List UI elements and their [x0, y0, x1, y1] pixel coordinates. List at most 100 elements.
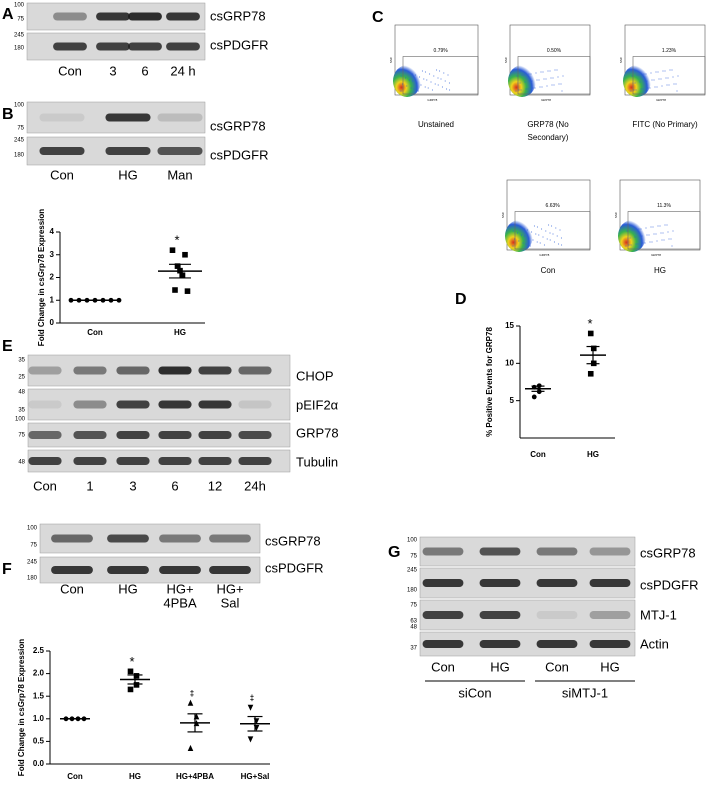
lane-label: Con — [431, 659, 455, 674]
flow-dot — [636, 74, 638, 76]
flow-events — [623, 65, 651, 97]
y-tick-label: 2.5 — [33, 646, 45, 655]
flow-dot — [407, 71, 409, 73]
flow-gate — [517, 56, 591, 95]
panel-label: E — [2, 338, 13, 355]
blot-band — [238, 366, 272, 375]
flow-y-label: SSC — [504, 56, 508, 63]
blot-band — [479, 547, 521, 556]
flow-dot — [666, 224, 668, 226]
blot-row-label: MTJ-1 — [640, 607, 677, 622]
flow-dot — [528, 237, 530, 239]
y-tick-label: 1.5 — [33, 691, 45, 700]
flow-dot — [441, 86, 443, 88]
flow-dot — [532, 87, 534, 89]
flow-dot — [672, 76, 674, 78]
flow-dot — [553, 241, 555, 243]
flow-dot — [424, 71, 426, 73]
lane-label: 12 — [208, 478, 222, 493]
lane-label: 6 — [171, 478, 178, 493]
flow-dot — [675, 83, 677, 85]
flow-dot — [641, 235, 643, 237]
flow-dot — [530, 73, 532, 75]
blot-row-label: CHOP — [296, 368, 334, 383]
flow-dot — [524, 81, 526, 83]
flow-dot — [662, 232, 664, 234]
flow-dot — [552, 233, 554, 235]
blot-band — [73, 366, 107, 375]
flow-dot — [669, 69, 671, 71]
flow-title: HG — [654, 266, 666, 275]
flow-dot — [547, 70, 549, 72]
mw-marker: 100 — [27, 526, 38, 532]
blot-band — [422, 611, 464, 619]
lane-label: 24h — [244, 478, 266, 493]
flow-dot — [522, 242, 524, 244]
lane-label: Con — [58, 63, 82, 78]
flow-dot — [667, 231, 669, 233]
flow-dot — [536, 241, 538, 243]
blot-band — [39, 113, 85, 122]
flow-dot — [663, 239, 665, 241]
blot-band — [479, 579, 521, 587]
significance-mark: * — [174, 233, 179, 248]
flow-dot — [642, 242, 644, 244]
flow-dot — [625, 245, 627, 247]
flow-dot — [416, 82, 418, 84]
y-axis-label: Fold Change in csGrp78 Expression — [37, 209, 46, 346]
flow-dot — [551, 84, 553, 86]
flow-dot — [519, 82, 521, 84]
lane-label: HG — [600, 659, 620, 674]
mw-marker: 75 — [410, 603, 417, 609]
flow-dot — [664, 70, 666, 72]
blot-band — [209, 566, 251, 574]
gate-percent: 1.23% — [662, 48, 677, 54]
y-tick-label: 10 — [505, 358, 514, 367]
data-point — [590, 345, 597, 352]
flow-dot — [631, 229, 633, 231]
blot-band — [589, 579, 631, 587]
flow-dot — [531, 80, 533, 82]
data-point — [247, 736, 254, 743]
blot-band — [422, 640, 464, 648]
flow-dot — [643, 73, 645, 75]
flow-dot — [521, 74, 523, 76]
blot-band — [96, 12, 130, 21]
data-point — [174, 263, 181, 269]
flow-dot — [662, 70, 664, 72]
lane-label: Sal — [221, 595, 240, 610]
flow-dot — [670, 238, 672, 240]
gate-percent: 0.79% — [434, 48, 449, 54]
blot-band — [479, 640, 521, 648]
x-tick-label: Con — [67, 772, 83, 781]
flow-dot — [534, 87, 536, 89]
flow-dot — [409, 79, 411, 81]
data-point — [187, 744, 194, 751]
flow-dot — [644, 242, 646, 244]
mw-marker: 63 — [410, 619, 417, 625]
flow-dot — [515, 90, 517, 92]
flow-dot — [562, 75, 564, 77]
lane-label: Con — [50, 167, 74, 182]
lane-label: HG — [490, 659, 510, 674]
flow-dot — [646, 234, 648, 236]
flow-dot — [419, 76, 421, 78]
flow-dot — [558, 83, 560, 85]
flow-dot — [656, 86, 658, 88]
blot-band — [128, 12, 162, 21]
flow-dot — [523, 228, 525, 230]
flow-dot — [549, 239, 551, 241]
blot-row-label: GRP78 — [296, 425, 339, 440]
flow-dot — [400, 75, 402, 77]
flow-title: Unstained — [418, 120, 454, 129]
data-point — [116, 297, 122, 303]
flow-dot — [661, 85, 663, 87]
mw-marker: 245 — [14, 138, 25, 144]
panel-label: A — [2, 6, 14, 23]
flow-title: FITC (No Primary) — [632, 120, 698, 129]
flow-gate — [632, 56, 706, 95]
blot-band — [28, 457, 62, 465]
blot-band — [158, 457, 192, 465]
flow-x-label: GRP78 — [656, 98, 666, 102]
mw-marker: 180 — [14, 153, 25, 159]
